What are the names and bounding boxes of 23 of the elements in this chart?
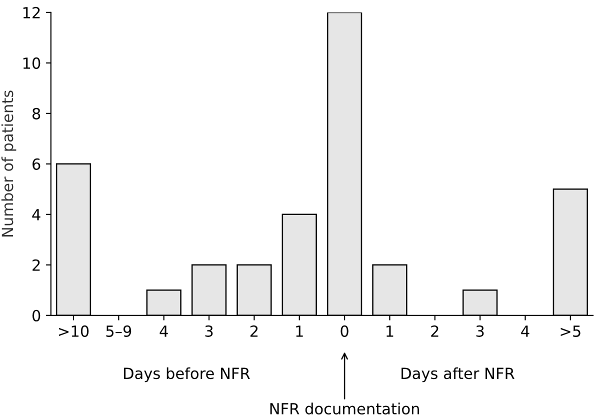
- y-tick-label: 2: [32, 259, 40, 271]
- x-tick-label: 5–9: [106, 325, 132, 337]
- y-tick-label: 6: [32, 158, 40, 170]
- x-tick-label: 2: [250, 325, 258, 337]
- y-tick-label: 8: [32, 108, 40, 120]
- x-tick-label: 2: [431, 325, 438, 337]
- y-tick-label: 10: [23, 57, 40, 69]
- y-tick-label: 0: [32, 310, 40, 322]
- x-tick-label: 0: [340, 325, 348, 337]
- x-tick-label: >5: [560, 326, 580, 337]
- x-tick-label: 4: [160, 326, 168, 337]
- x-tick-label: 3: [476, 325, 484, 337]
- text: Days before NFR: [124, 367, 250, 382]
- x-tick-label: 3: [205, 325, 213, 337]
- x-tick-label: >10: [59, 325, 89, 337]
- x-tick-label: 1: [386, 326, 394, 337]
- y-tick-label: 12: [23, 6, 40, 18]
- text: NFR documentation: [270, 402, 419, 415]
- text: Days after NFR: [402, 367, 514, 382]
- y-axis-title: Number of patients: [1, 90, 16, 236]
- x-tick-label: 1: [296, 326, 303, 337]
- y-tick-label: 4: [32, 209, 40, 220]
- x-tick-label: 4: [521, 326, 530, 337]
